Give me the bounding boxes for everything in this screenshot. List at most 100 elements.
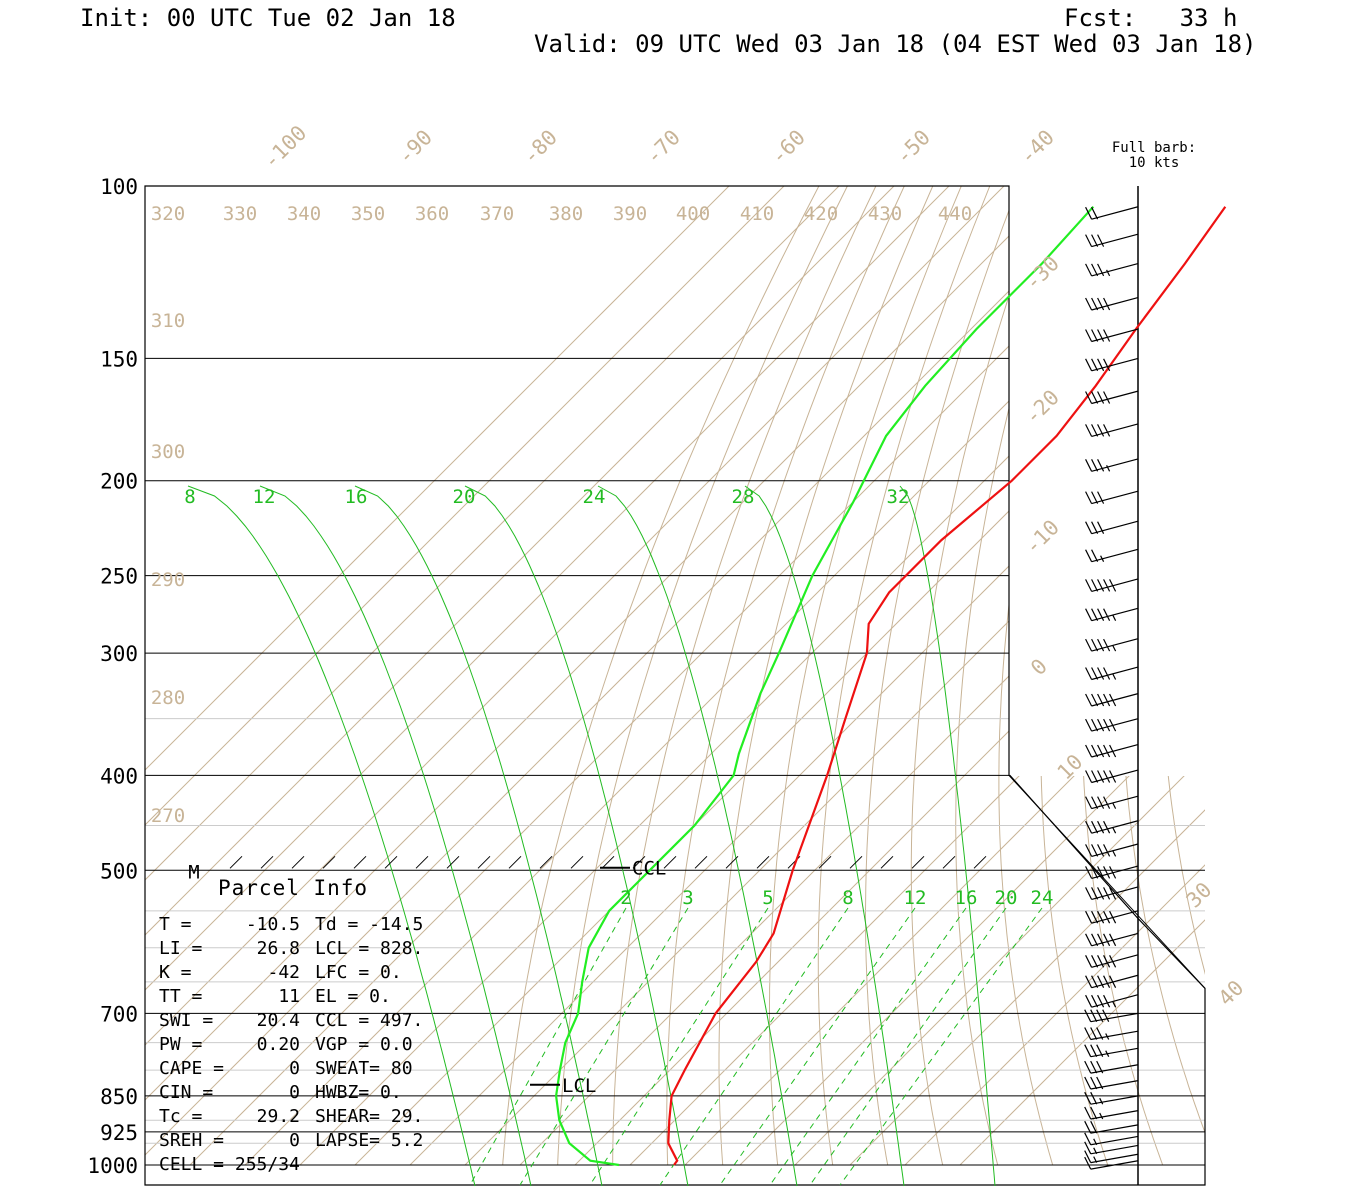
parcel-value: 11 [278, 986, 300, 1007]
barb-half [1112, 673, 1117, 680]
isotherm-line [630, 186, 1350, 1165]
barb-half [1100, 555, 1105, 562]
barb-staff [1091, 578, 1139, 592]
isotherm-line [145, 776, 415, 1046]
wind-barb [1084, 1106, 1139, 1120]
isotherm-line [409, 776, 800, 1166]
theta-label: 320 [151, 203, 185, 225]
dry-adiabat-line [1234, 186, 1350, 1165]
barb-full [1102, 1009, 1110, 1022]
barb-half [1112, 850, 1117, 857]
barb-half [1112, 614, 1117, 621]
parcel-value: -10.5 [246, 914, 300, 935]
barb-full [1097, 638, 1105, 652]
wind-barb [1085, 886, 1139, 900]
wind-barb [1085, 607, 1139, 622]
barb-staff [1091, 548, 1139, 563]
barb-full [1085, 955, 1093, 968]
barb-full [1085, 933, 1093, 947]
pressure-tick-label: 100 [100, 175, 138, 199]
dry-adiabat-line [829, 186, 991, 776]
wind-barb [1085, 865, 1139, 879]
wind-barb [1085, 548, 1139, 563]
isotherm-line [739, 776, 1130, 1166]
barb-full [1097, 796, 1105, 809]
barb-full [1091, 955, 1099, 968]
theta-label: 270 [151, 805, 185, 827]
wind-barb [1085, 390, 1139, 405]
isotherm-label: 40 [1214, 976, 1249, 1011]
wind-barb [1085, 910, 1139, 924]
barb-half [1112, 644, 1117, 652]
wind-barb [1085, 932, 1139, 947]
isotherm-line [688, 455, 1009, 776]
wind-barb [1085, 693, 1139, 707]
parcel-key: PW = [159, 1034, 203, 1055]
isotherm-line [519, 776, 910, 1166]
mixing-ratio-label: 5 [762, 887, 773, 909]
isotherm-line [853, 620, 1009, 776]
parcel-key: T = [159, 914, 192, 935]
barb-full [1109, 770, 1117, 783]
dry-adiabat-line [1125, 776, 1205, 1134]
barb-full [1103, 844, 1111, 857]
parcel-stat: LFC = 0. [315, 962, 402, 983]
barb-full [1103, 820, 1111, 834]
dry-adiabat-line [1167, 776, 1205, 975]
parcel-key: LI = [159, 938, 203, 959]
parcel-key: Tc = [159, 1106, 203, 1127]
barb-legend-line1: Full barb: [1112, 140, 1196, 156]
parcel-value: 0 [289, 1130, 300, 1151]
theta-label: 330 [223, 203, 257, 225]
parcel-key: CELL = 255/34 [159, 1154, 300, 1175]
barb-staff [1091, 490, 1139, 505]
barb-full [1097, 955, 1105, 968]
barb-full [1097, 459, 1105, 472]
barb-full [1091, 667, 1099, 680]
theta-label: 360 [415, 203, 449, 225]
wind-barb [1085, 206, 1139, 220]
parcel-value: 26.8 [257, 938, 300, 959]
parcel-stat: Td = -14.5 [315, 914, 423, 935]
barb-full [1085, 549, 1093, 562]
barb-half [1105, 1033, 1110, 1040]
barb-staff [1090, 1095, 1139, 1105]
isotherm-line [633, 400, 1009, 776]
barb-full [1091, 718, 1099, 732]
barb-full [1097, 234, 1105, 247]
barb-full [1103, 718, 1111, 732]
barb-staff [1091, 638, 1139, 652]
wind-barb [1085, 490, 1139, 505]
barb-full [1090, 1044, 1098, 1057]
wind-barb [1085, 262, 1139, 277]
isotherm-line [145, 776, 525, 1156]
barb-staff [1091, 820, 1139, 834]
barb-full [1085, 866, 1093, 879]
barb-staff [1090, 1144, 1139, 1155]
wind-barb [1085, 718, 1139, 732]
pressure-tick-label: 150 [100, 347, 138, 371]
isotherm-line [904, 864, 1205, 1166]
barb-full [1085, 820, 1093, 834]
barb-full [1091, 579, 1099, 592]
barb-full [1085, 667, 1093, 680]
barb-full [1097, 933, 1105, 947]
theta-label: 350 [351, 203, 385, 225]
dry-adiabat-line [1305, 186, 1350, 1165]
hatch-mark [415, 855, 429, 869]
barb-full [1097, 866, 1105, 879]
pressure-tick-label: 500 [100, 859, 138, 883]
barb-full [1091, 994, 1099, 1008]
barb-full [1097, 263, 1105, 277]
dry-adiabat-line [1270, 186, 1350, 1165]
barb-full [1097, 693, 1105, 707]
barb-full [1084, 1156, 1092, 1170]
isotherm-label: -50 [891, 125, 935, 169]
isotherm-line [464, 776, 855, 1166]
barb-full [1084, 1044, 1092, 1057]
dry-adiabat-line [913, 294, 1009, 776]
isotherm-line [794, 776, 1185, 1166]
barb-full [1103, 297, 1111, 311]
isotherm-line [303, 186, 895, 776]
